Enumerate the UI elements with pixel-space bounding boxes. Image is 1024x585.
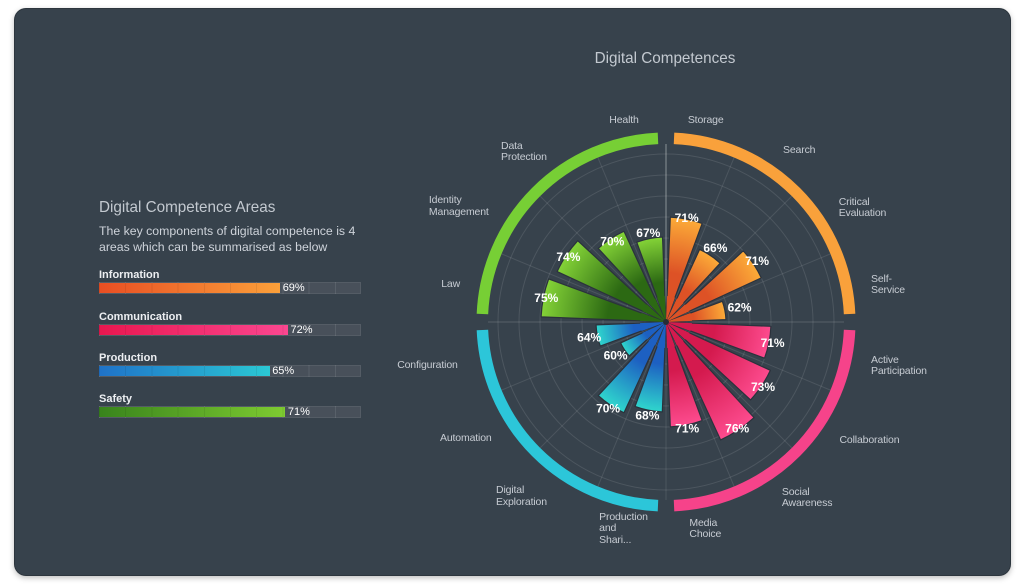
svg-text:62%: 62% [728, 300, 752, 314]
svg-text:71%: 71% [745, 254, 769, 268]
svg-text:60%: 60% [604, 349, 628, 363]
svg-text:68%: 68% [635, 409, 659, 423]
svg-text:76%: 76% [725, 422, 749, 436]
svg-text:67%: 67% [636, 226, 660, 240]
svg-text:73%: 73% [751, 380, 775, 394]
svg-text:64%: 64% [577, 330, 601, 344]
svg-text:71%: 71% [675, 422, 699, 436]
svg-text:66%: 66% [703, 241, 727, 255]
svg-text:71%: 71% [761, 336, 785, 350]
svg-text:74%: 74% [556, 250, 580, 264]
svg-text:71%: 71% [675, 211, 699, 225]
svg-text:70%: 70% [596, 402, 620, 416]
svg-text:70%: 70% [600, 235, 624, 249]
svg-text:75%: 75% [534, 291, 558, 305]
